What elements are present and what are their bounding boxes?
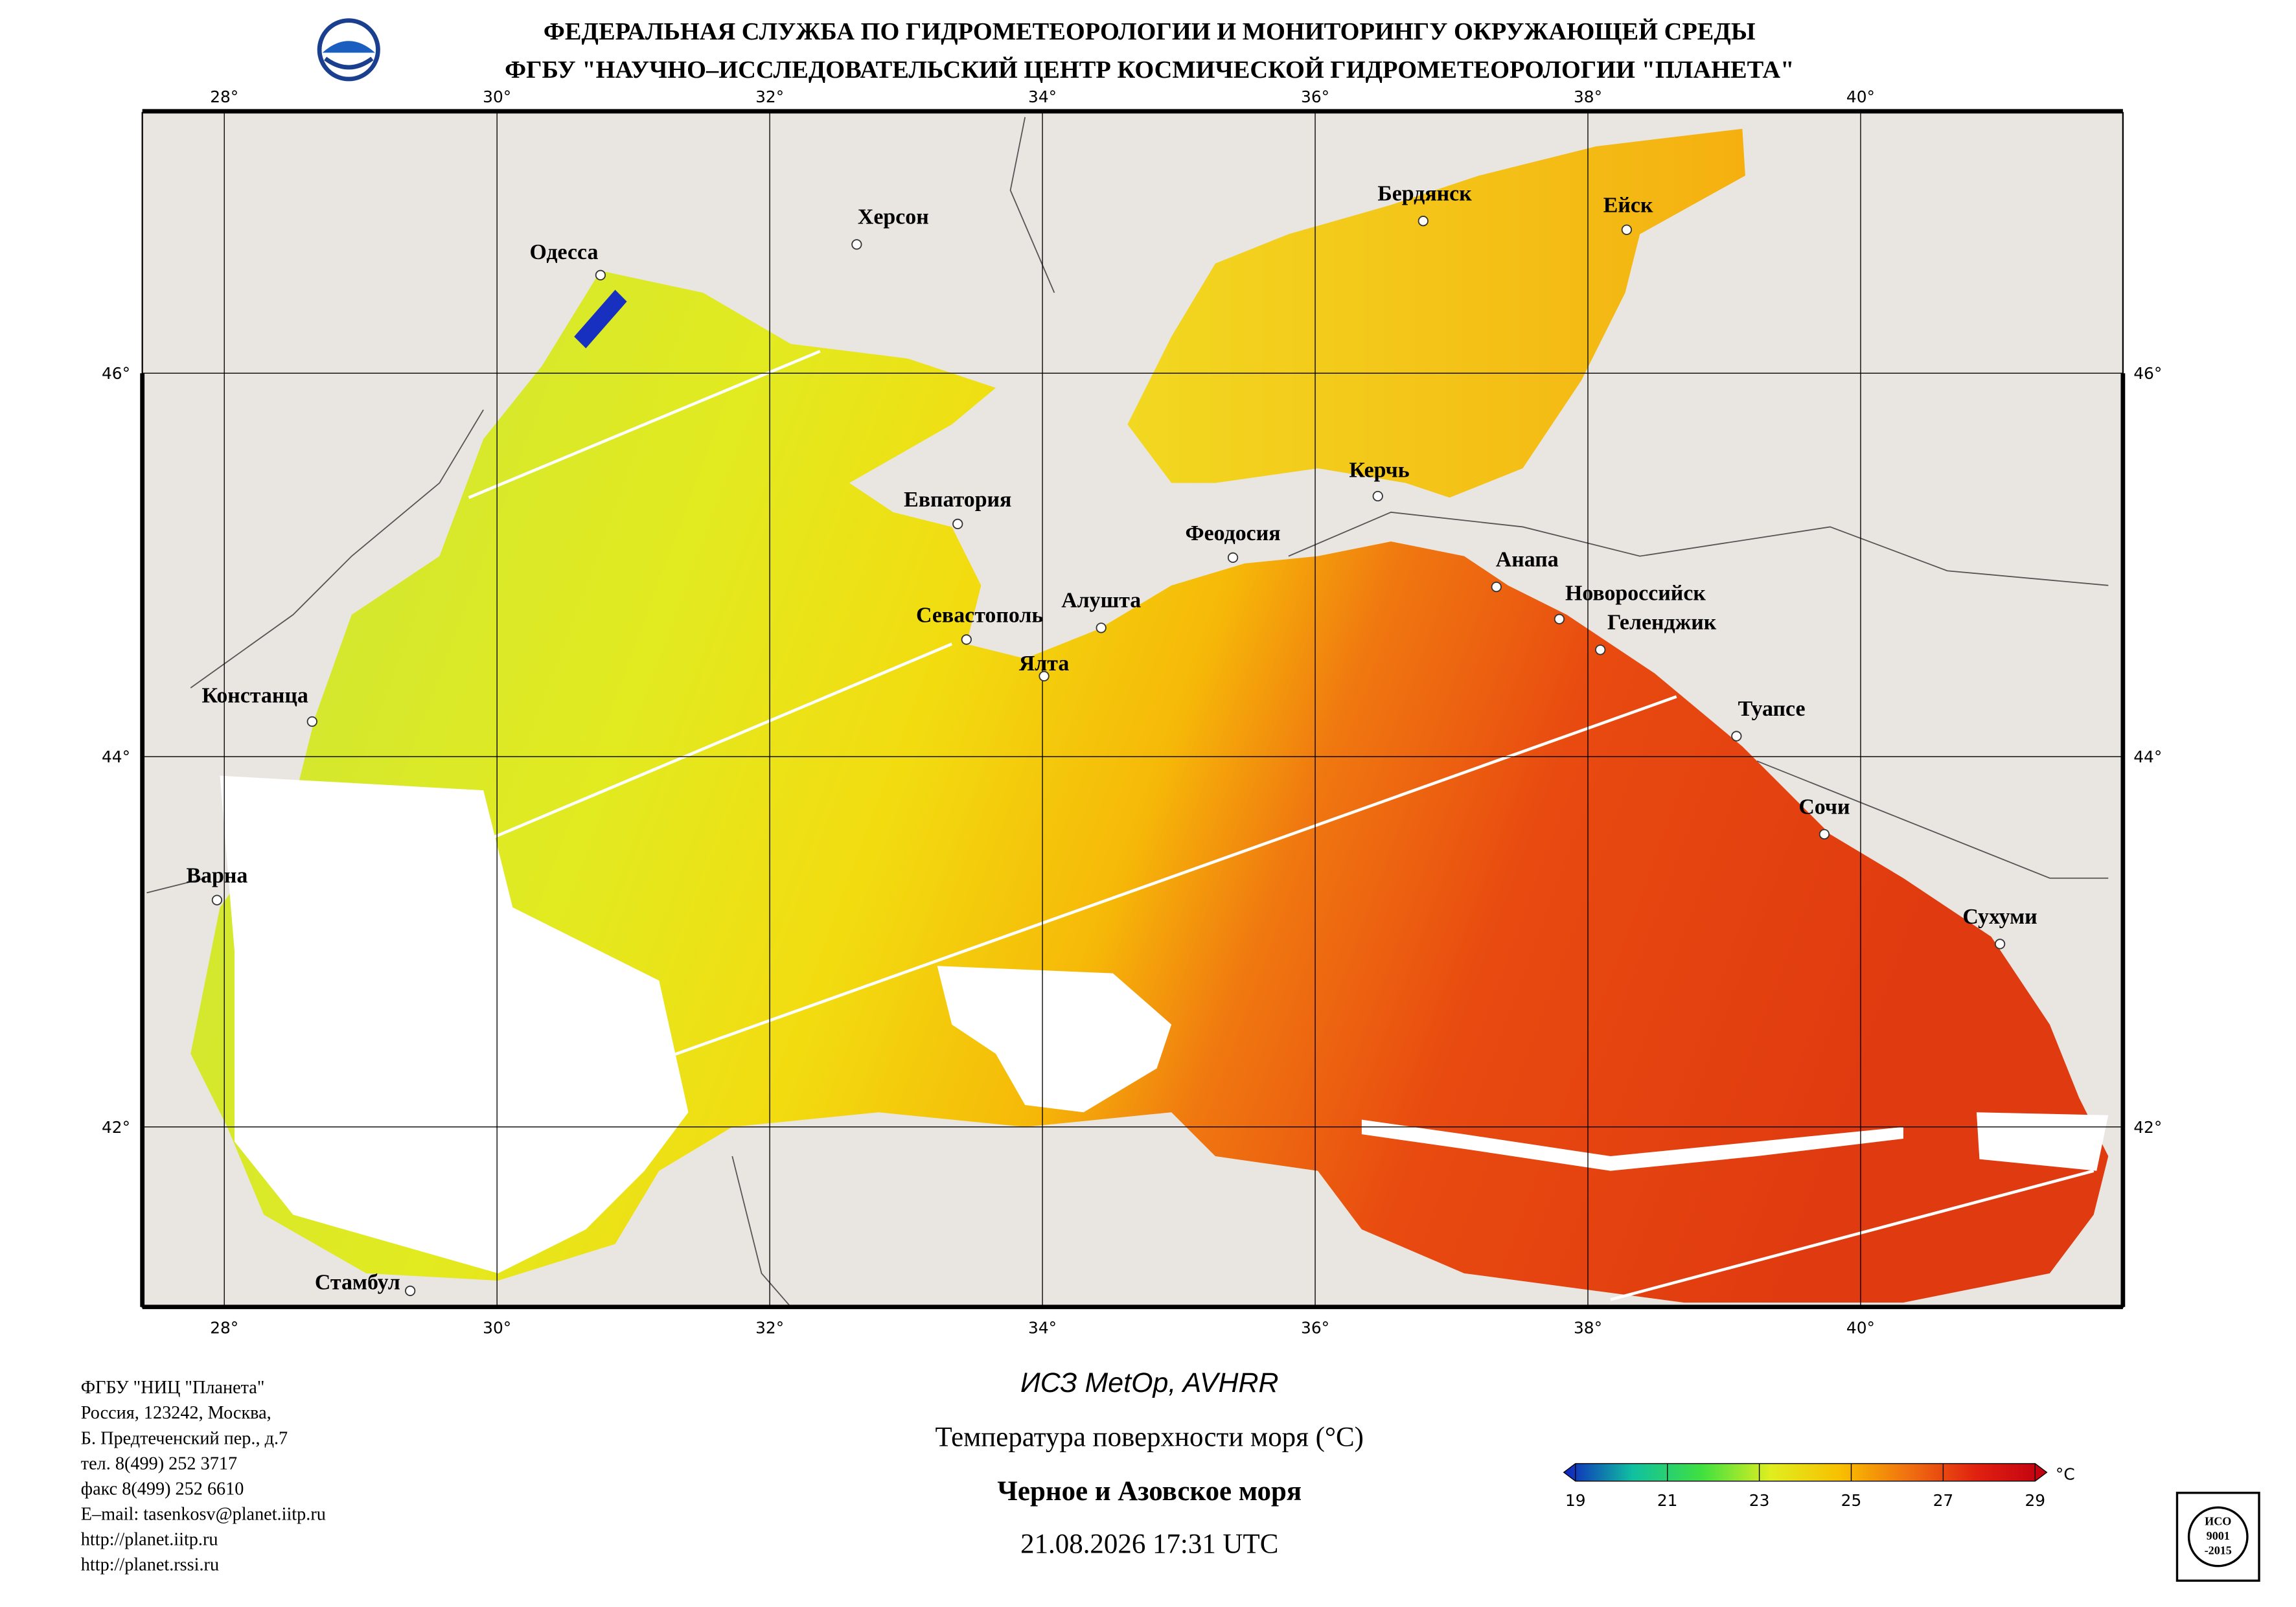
city-marker <box>851 239 862 250</box>
organization: ФГБУ "НИЦ "Планета" Россия, 123242, Москв… <box>81 1378 326 1575</box>
colorbar-label: 21 <box>1657 1491 1678 1510</box>
colorbar-label: 25 <box>1841 1491 1862 1510</box>
city-marker <box>595 269 606 280</box>
city-marker <box>952 518 963 530</box>
borders <box>146 117 2109 1308</box>
graticule <box>142 112 2123 1307</box>
lon-label: 40° <box>1846 1318 1875 1337</box>
org-line: ФГБУ "НИЦ "Планета" <box>81 1378 265 1398</box>
city-label: Туапсе <box>1738 697 1806 721</box>
azov-sea <box>1127 128 1745 498</box>
scan-gaps <box>468 350 2095 1301</box>
city-label: Керчь <box>1349 459 1409 483</box>
lon-label: 28° <box>210 87 238 106</box>
org-line: E–mail: tasenkosv@planet.iitp.ru <box>81 1505 326 1525</box>
cert-text: ИСО <box>2205 1514 2231 1527</box>
colorbar-label: 19 <box>1565 1491 1586 1510</box>
city-marker <box>405 1285 416 1297</box>
lon-label: 32° <box>755 87 784 106</box>
city-marker <box>1096 622 1107 633</box>
city-marker <box>1372 490 1383 502</box>
cold-upwelling <box>574 290 627 348</box>
city-label: Констанца <box>201 684 308 708</box>
city-label: Бердянск <box>1377 182 1472 206</box>
org-line: факс 8(499) 252 6610 <box>81 1479 244 1499</box>
city-label: Стамбул <box>315 1271 400 1295</box>
org-line: http://planet.iitp.ru <box>81 1530 218 1550</box>
city-label: Сочи <box>1798 795 1850 819</box>
certificate: ИСО 9001 -2015 <box>2175 1492 2260 1582</box>
city-marker <box>961 634 972 645</box>
city-marker <box>306 716 317 727</box>
lon-label: 38° <box>1574 87 1602 106</box>
map: Херсон Одесса Бердянск Ейск Евпатория Керчь Фе… <box>140 109 2126 1310</box>
lon-label: 38° <box>1574 1318 1602 1337</box>
org-line: тел. 8(499) 252 3717 <box>81 1453 237 1474</box>
org-line: http://planet.rssi.ru <box>81 1555 219 1575</box>
city-label: Алушта <box>1061 589 1141 613</box>
colorbar-label: 23 <box>1749 1491 1770 1510</box>
lat-label: 46° <box>2133 364 2162 383</box>
lat-label: 42° <box>102 1118 130 1137</box>
colorbar-label: 27 <box>1933 1491 1954 1510</box>
lat-label: 44° <box>2133 747 2162 766</box>
city-marker <box>1418 216 1429 227</box>
satellite: ИСЗ MetOp, AVHRR <box>1020 1367 1278 1398</box>
city-marker <box>1491 581 1502 593</box>
city-label: Евпатория <box>904 488 1011 512</box>
lon-label: 32° <box>755 1318 784 1337</box>
city-label: Новороссийск <box>1565 581 1706 605</box>
header-line: ФЕДЕРАЛЬНАЯ СЛУЖБА ПО ГИДРОМЕТЕОРОЛОГИИ … <box>544 18 1756 45</box>
datetime: 21.08.2026 17:31 UTC <box>1020 1529 1278 1559</box>
city-marker <box>1554 613 1565 624</box>
cert-text: -2015 <box>2205 1544 2232 1557</box>
lon-label: 30° <box>483 87 511 106</box>
org-line: Б. Предтеченский пер., д.7 <box>81 1428 288 1448</box>
city-label: Варна <box>187 864 248 888</box>
lon-label: 28° <box>210 1318 238 1337</box>
city-marker <box>211 895 223 906</box>
org-line: Россия, 123242, Москва, <box>81 1403 271 1423</box>
city-label: Одесса <box>529 240 598 264</box>
city-marker <box>1621 224 1633 235</box>
lon-label: 34° <box>1028 1318 1057 1337</box>
lat-label: 42° <box>2133 1118 2162 1137</box>
cities: Херсон Одесса Бердянск Ейск Евпатория Керчь Фе… <box>187 182 2038 1297</box>
city-label: Ялта <box>1019 652 1070 676</box>
colorbar-label: 29 <box>2025 1491 2045 1510</box>
city-label: Херсон <box>858 205 929 229</box>
colorbar: 19 21 23 25 27 29 °C <box>1563 1463 2075 1510</box>
city-label: Анапа <box>1496 547 1559 571</box>
lon-label: 36° <box>1301 87 1329 106</box>
city-label: Ейск <box>1603 194 1653 218</box>
lat-label: 44° <box>102 747 130 766</box>
header-line: ФГБУ "НАУЧНО–ИССЛЕДОВАТЕЛЬСКИЙ ЦЕНТР КОС… <box>505 56 1794 84</box>
logo <box>317 18 380 82</box>
city-label: Сухуми <box>1962 905 2037 929</box>
lon-label: 30° <box>483 1318 511 1337</box>
parameter: Температура поверхности моря (°C) <box>936 1422 1364 1452</box>
lon-label: 40° <box>1846 87 1875 106</box>
city-label: Феодосия <box>1186 521 1281 545</box>
region: Черное и Азовское моря <box>997 1476 1302 1507</box>
city-marker <box>1731 731 1742 742</box>
city-marker <box>1819 828 1830 840</box>
city-marker <box>1227 552 1239 564</box>
city-label: Геленджик <box>1607 611 1717 635</box>
city-label: Севастополь <box>916 603 1043 627</box>
city-marker <box>1595 644 1606 655</box>
lon-label: 36° <box>1301 1318 1329 1337</box>
lat-label: 46° <box>102 364 130 383</box>
city-marker <box>1039 670 1050 682</box>
colorbar-bar <box>1563 1463 2048 1482</box>
lon-label: 34° <box>1028 87 1057 106</box>
cert-text: 9001 <box>2207 1529 2230 1542</box>
colorbar-unit: °C <box>2056 1465 2075 1483</box>
city-marker <box>1994 939 2006 950</box>
